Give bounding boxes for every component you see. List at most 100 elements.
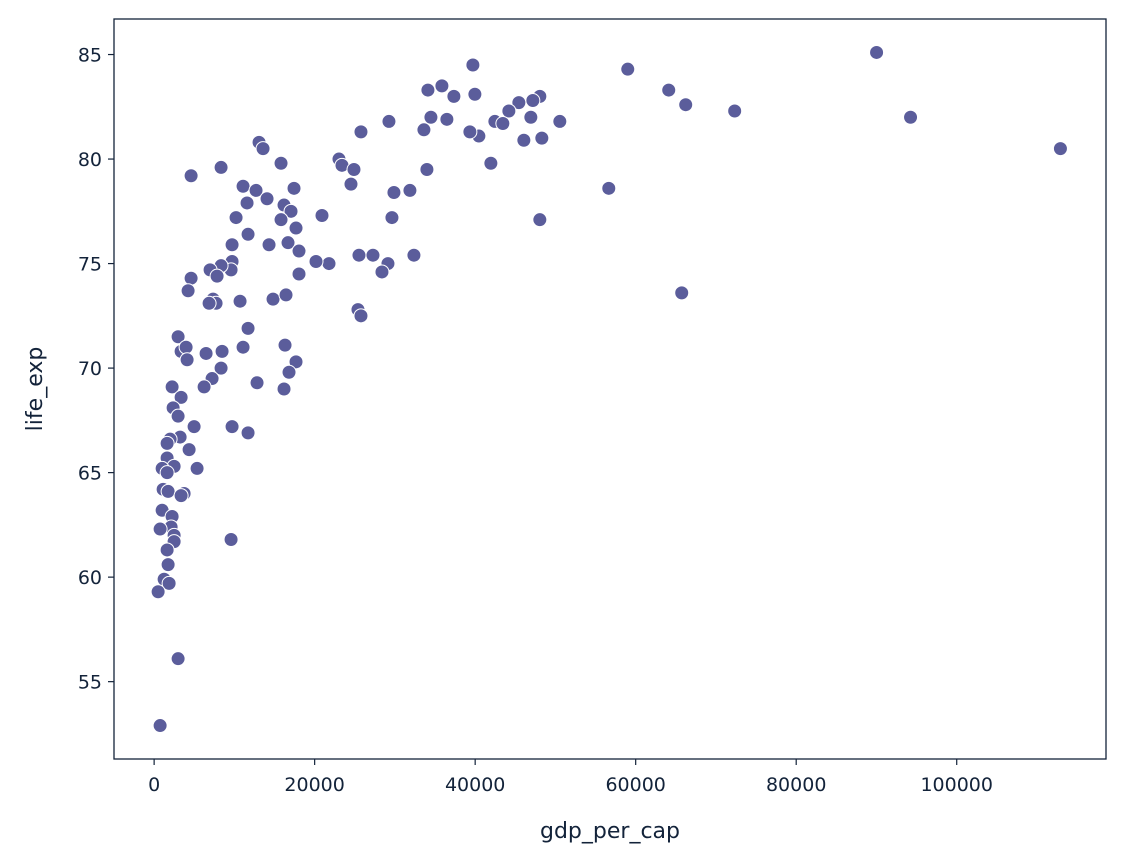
point xyxy=(465,57,481,73)
point xyxy=(402,182,418,198)
point xyxy=(353,308,369,324)
y-tick-label: 85 xyxy=(78,45,102,67)
x-tick-label: 100000 xyxy=(920,774,993,796)
point xyxy=(228,210,244,226)
point xyxy=(661,82,677,98)
point xyxy=(235,339,251,355)
point xyxy=(511,95,527,111)
point xyxy=(314,207,330,223)
point xyxy=(265,291,281,307)
point xyxy=(291,243,307,259)
point xyxy=(346,162,362,178)
y-tick-label: 80 xyxy=(78,149,102,171)
x-tick-label: 80000 xyxy=(766,774,826,796)
point xyxy=(240,425,256,441)
point xyxy=(620,61,636,77)
point xyxy=(180,283,196,299)
point xyxy=(286,180,302,196)
point xyxy=(249,375,265,391)
point xyxy=(288,220,304,236)
x-axis-label: gdp_per_cap xyxy=(540,819,680,844)
point xyxy=(232,293,248,309)
y-tick-label: 55 xyxy=(78,672,102,694)
point xyxy=(213,360,229,376)
point xyxy=(552,113,568,129)
point xyxy=(601,180,617,196)
point xyxy=(196,379,212,395)
point xyxy=(178,339,194,355)
point xyxy=(406,247,422,263)
point xyxy=(223,532,239,548)
x-tick-label: 60000 xyxy=(605,774,665,796)
point xyxy=(903,109,919,125)
point xyxy=(173,488,189,504)
point xyxy=(183,270,199,286)
point xyxy=(248,182,264,198)
point xyxy=(501,103,517,119)
point xyxy=(288,354,304,370)
point xyxy=(678,97,694,113)
point xyxy=(516,132,532,148)
point xyxy=(273,212,289,228)
point xyxy=(159,435,175,451)
y-axis-label: life_exp xyxy=(23,347,48,432)
point xyxy=(173,389,189,405)
point xyxy=(495,116,511,132)
point xyxy=(523,109,539,125)
x-tick-label: 40000 xyxy=(445,774,505,796)
point xyxy=(419,162,435,178)
plot-frame xyxy=(113,18,1107,760)
point xyxy=(273,155,289,171)
point xyxy=(152,521,168,537)
point xyxy=(439,111,455,127)
point xyxy=(159,542,175,558)
point xyxy=(209,268,225,284)
point xyxy=(189,460,205,476)
point xyxy=(170,408,186,424)
point xyxy=(235,178,251,194)
point xyxy=(727,103,743,119)
point xyxy=(261,237,277,253)
point xyxy=(416,122,432,138)
point xyxy=(467,86,483,102)
point xyxy=(170,329,186,345)
point xyxy=(869,44,885,60)
y-tick-label: 75 xyxy=(78,254,102,276)
point xyxy=(170,651,186,667)
point xyxy=(384,210,400,226)
point xyxy=(374,264,390,280)
point xyxy=(291,266,307,282)
point xyxy=(381,113,397,129)
point xyxy=(240,226,256,242)
point xyxy=(164,379,180,395)
point xyxy=(179,352,195,368)
y-tick-label: 60 xyxy=(78,567,102,589)
point xyxy=(183,168,199,184)
point xyxy=(152,718,168,734)
point xyxy=(446,88,462,104)
point xyxy=(239,195,255,211)
point xyxy=(483,155,499,171)
y-tick-label: 70 xyxy=(78,358,102,380)
point xyxy=(365,247,381,263)
point xyxy=(434,78,450,94)
point xyxy=(277,337,293,353)
point xyxy=(423,109,439,125)
point xyxy=(1052,141,1068,157)
point xyxy=(160,557,176,573)
point xyxy=(181,442,197,458)
x-tick-label: 0 xyxy=(148,774,160,796)
point xyxy=(462,124,478,140)
point xyxy=(283,203,299,219)
point xyxy=(160,483,176,499)
point xyxy=(281,364,297,380)
point xyxy=(278,287,294,303)
point xyxy=(259,191,275,207)
point xyxy=(240,320,256,336)
point xyxy=(534,130,550,146)
point xyxy=(198,345,214,361)
point xyxy=(351,247,367,263)
point xyxy=(214,343,230,359)
point xyxy=(186,419,202,435)
y-tick-label: 65 xyxy=(78,463,102,485)
